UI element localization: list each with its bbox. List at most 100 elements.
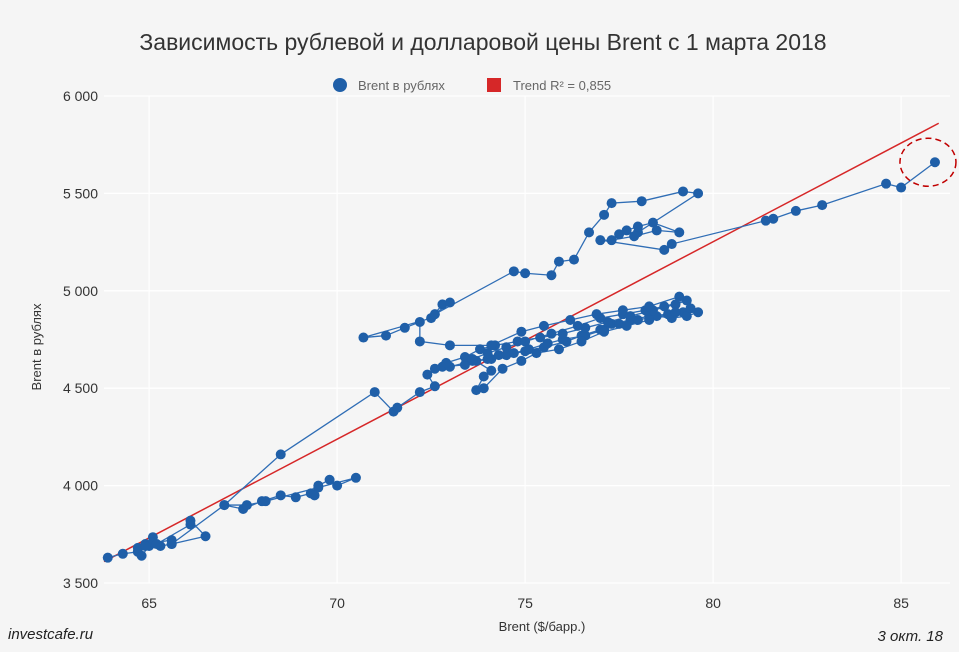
data-point — [482, 348, 493, 359]
data-point — [546, 270, 557, 281]
data-point — [621, 320, 632, 331]
data-point — [369, 387, 380, 398]
x-tick-label: 85 — [893, 595, 909, 611]
data-point — [399, 322, 410, 333]
data-point — [200, 531, 211, 542]
legend-trend-label: Trend R² = 0,855 — [513, 78, 611, 93]
data-point — [572, 320, 583, 331]
data-point — [599, 326, 610, 337]
data-point — [429, 381, 440, 392]
data-point — [580, 322, 591, 333]
data-point — [260, 496, 271, 507]
data-point — [486, 365, 497, 376]
data-point — [523, 344, 534, 355]
data-point — [602, 316, 613, 327]
data-point — [444, 340, 455, 351]
data-point — [185, 515, 196, 526]
data-point — [531, 348, 542, 359]
data-point — [437, 299, 448, 310]
data-point — [629, 231, 640, 242]
data-point — [621, 225, 632, 236]
legend[interactable]: Brent в рублях Trend R² = 0,855 — [333, 78, 611, 93]
data-point — [151, 539, 162, 550]
data-point — [538, 320, 549, 331]
data-point — [520, 268, 531, 279]
data-point — [625, 311, 636, 322]
data-point — [136, 550, 147, 561]
data-point — [444, 297, 455, 308]
data-point — [516, 326, 527, 337]
data-point — [535, 332, 546, 343]
data-point — [647, 217, 658, 228]
data-point — [557, 328, 568, 339]
data-point — [429, 309, 440, 320]
data-point — [313, 482, 324, 493]
data-point — [275, 490, 286, 501]
data-point — [614, 229, 625, 240]
data-point — [768, 213, 779, 224]
data-point — [441, 357, 452, 368]
x-axis-label: Brent ($/барр.) — [499, 619, 586, 634]
data-point — [670, 307, 681, 318]
data-point — [478, 371, 489, 382]
data-point — [309, 490, 320, 501]
data-point — [553, 344, 564, 355]
y-tick-label: 5 500 — [63, 185, 98, 201]
data-point — [636, 196, 647, 207]
data-point — [471, 385, 482, 396]
data-point — [381, 330, 391, 341]
data-point — [219, 500, 230, 511]
data-point — [591, 309, 602, 320]
y-axis-label: Brent в рублях — [29, 303, 44, 390]
data-point — [501, 350, 512, 361]
data-point — [760, 215, 771, 226]
data-point — [790, 205, 801, 216]
y-tick-label: 4 000 — [63, 478, 98, 494]
data-point — [414, 316, 425, 327]
data-point — [132, 542, 143, 553]
data-point — [508, 266, 519, 277]
data-point — [929, 157, 940, 168]
data-point — [681, 311, 692, 322]
data-point — [569, 254, 579, 265]
data-point — [422, 369, 433, 380]
data-point — [392, 402, 403, 413]
data-point — [332, 480, 343, 491]
chart-title: Зависимость рублевой и долларовой цены B… — [139, 29, 826, 55]
data-point — [429, 363, 440, 374]
data-point — [501, 342, 512, 353]
data-point — [478, 383, 489, 394]
data-point — [166, 539, 177, 550]
data-point — [659, 301, 670, 312]
x-tick-label: 65 — [141, 595, 157, 611]
data-point — [674, 291, 685, 302]
data-point — [546, 328, 557, 339]
data-point — [896, 182, 907, 193]
data-point — [102, 552, 113, 563]
data-point — [350, 472, 361, 483]
data-point — [599, 209, 610, 220]
y-axis-ticks: 3 500 4 000 4 500 5 000 5 500 6 000 — [63, 88, 98, 591]
y-tick-label: 4 500 — [63, 380, 98, 396]
data-point — [693, 307, 704, 318]
data-point — [241, 500, 252, 511]
data-point — [475, 344, 485, 355]
data-point — [467, 353, 478, 364]
data-point — [486, 340, 497, 351]
data-point — [674, 227, 685, 238]
data-point — [459, 352, 470, 363]
data-point — [324, 474, 335, 485]
data-point — [117, 548, 128, 559]
data-point — [678, 186, 689, 197]
data-point — [632, 315, 643, 326]
y-tick-label: 5 000 — [63, 283, 98, 299]
data-point — [493, 350, 504, 361]
x-tick-label: 70 — [329, 595, 345, 611]
data-point — [632, 221, 643, 232]
data-point — [670, 299, 681, 310]
data-point — [290, 492, 301, 503]
y-tick-label: 3 500 — [63, 575, 98, 591]
data-point — [659, 244, 670, 255]
data-point — [881, 178, 892, 189]
